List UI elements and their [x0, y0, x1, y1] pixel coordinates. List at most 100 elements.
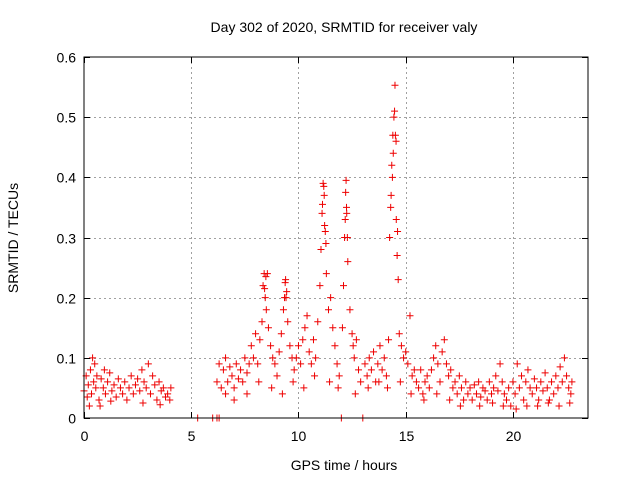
data-point — [85, 402, 93, 410]
data-point — [108, 387, 116, 395]
data-point — [503, 396, 511, 404]
data-point — [311, 372, 319, 380]
data-point — [259, 282, 267, 290]
chart-title: Day 302 of 2020, SRMTID for receiver val… — [211, 19, 478, 35]
data-point — [309, 336, 317, 344]
data-point — [499, 402, 507, 410]
data-point — [388, 161, 396, 169]
data-point — [228, 372, 236, 380]
data-point — [230, 384, 238, 392]
data-point — [299, 336, 307, 344]
data-point — [341, 215, 349, 223]
data-point — [338, 324, 346, 332]
data-points — [80, 81, 576, 422]
data-point — [292, 354, 300, 362]
data-point — [307, 360, 315, 368]
data-point — [142, 384, 150, 392]
data-point — [320, 191, 328, 199]
data-point — [380, 354, 388, 362]
data-point — [316, 282, 324, 290]
data-point — [565, 384, 573, 392]
data-point — [387, 203, 395, 211]
data-point — [239, 378, 247, 386]
data-point — [230, 396, 238, 404]
data-point — [423, 372, 431, 380]
data-point — [544, 399, 552, 407]
data-point — [264, 324, 272, 332]
data-point — [222, 390, 230, 398]
data-point — [568, 378, 576, 386]
data-point — [100, 366, 108, 374]
axis-ticks — [84, 57, 588, 419]
data-point — [468, 396, 476, 404]
data-point — [283, 288, 291, 296]
data-point — [249, 354, 257, 362]
data-point — [335, 372, 343, 380]
data-point — [269, 354, 277, 362]
data-point — [390, 113, 398, 121]
data-point — [349, 342, 357, 350]
data-point — [346, 306, 354, 314]
data-point — [365, 354, 373, 362]
data-point — [534, 402, 542, 410]
data-point — [552, 372, 560, 380]
data-point — [343, 209, 351, 217]
y-tick-label: 0.6 — [57, 50, 77, 66]
data-point — [391, 107, 399, 115]
data-point — [294, 342, 302, 350]
data-point — [340, 282, 348, 290]
data-point — [361, 360, 369, 368]
data-point — [88, 390, 96, 398]
data-point — [151, 381, 159, 389]
data-point — [490, 384, 498, 392]
data-point — [155, 378, 163, 386]
data-point — [357, 378, 365, 386]
data-point — [533, 384, 541, 392]
data-point — [388, 173, 396, 181]
data-point — [312, 354, 320, 362]
data-point — [215, 360, 223, 368]
x-tick-label: 10 — [291, 428, 307, 444]
data-point — [404, 360, 412, 368]
data-point — [95, 396, 103, 404]
data-point — [417, 366, 425, 374]
data-point — [566, 399, 574, 407]
data-point — [363, 372, 371, 380]
data-point — [281, 279, 289, 287]
data-point — [433, 390, 441, 398]
data-point — [456, 402, 464, 410]
data-point — [224, 378, 232, 386]
data-point — [455, 372, 463, 380]
data-point — [543, 384, 551, 392]
plot-frame — [83, 56, 589, 419]
data-point — [430, 354, 438, 362]
data-point — [537, 378, 545, 386]
data-point — [319, 179, 327, 187]
data-point — [378, 366, 386, 374]
data-point — [412, 378, 420, 386]
data-point — [219, 366, 227, 374]
x-tick-label: 15 — [399, 428, 415, 444]
data-point — [104, 378, 112, 386]
data-point — [382, 372, 390, 380]
data-point — [146, 390, 154, 398]
data-point — [355, 366, 363, 374]
data-point — [300, 384, 308, 392]
data-point — [392, 215, 400, 223]
data-point — [342, 176, 350, 184]
data-point — [139, 399, 147, 407]
data-point — [348, 330, 356, 338]
data-point — [541, 369, 549, 377]
data-point — [419, 390, 427, 398]
data-point — [507, 402, 515, 410]
data-point — [134, 375, 142, 383]
data-point — [278, 390, 286, 398]
data-point — [317, 246, 325, 254]
data-point — [116, 384, 124, 392]
data-point — [526, 384, 534, 392]
data-point — [89, 354, 97, 362]
data-point — [96, 402, 104, 410]
data-point — [297, 360, 305, 368]
data-point — [476, 402, 484, 410]
data-point — [247, 342, 255, 350]
